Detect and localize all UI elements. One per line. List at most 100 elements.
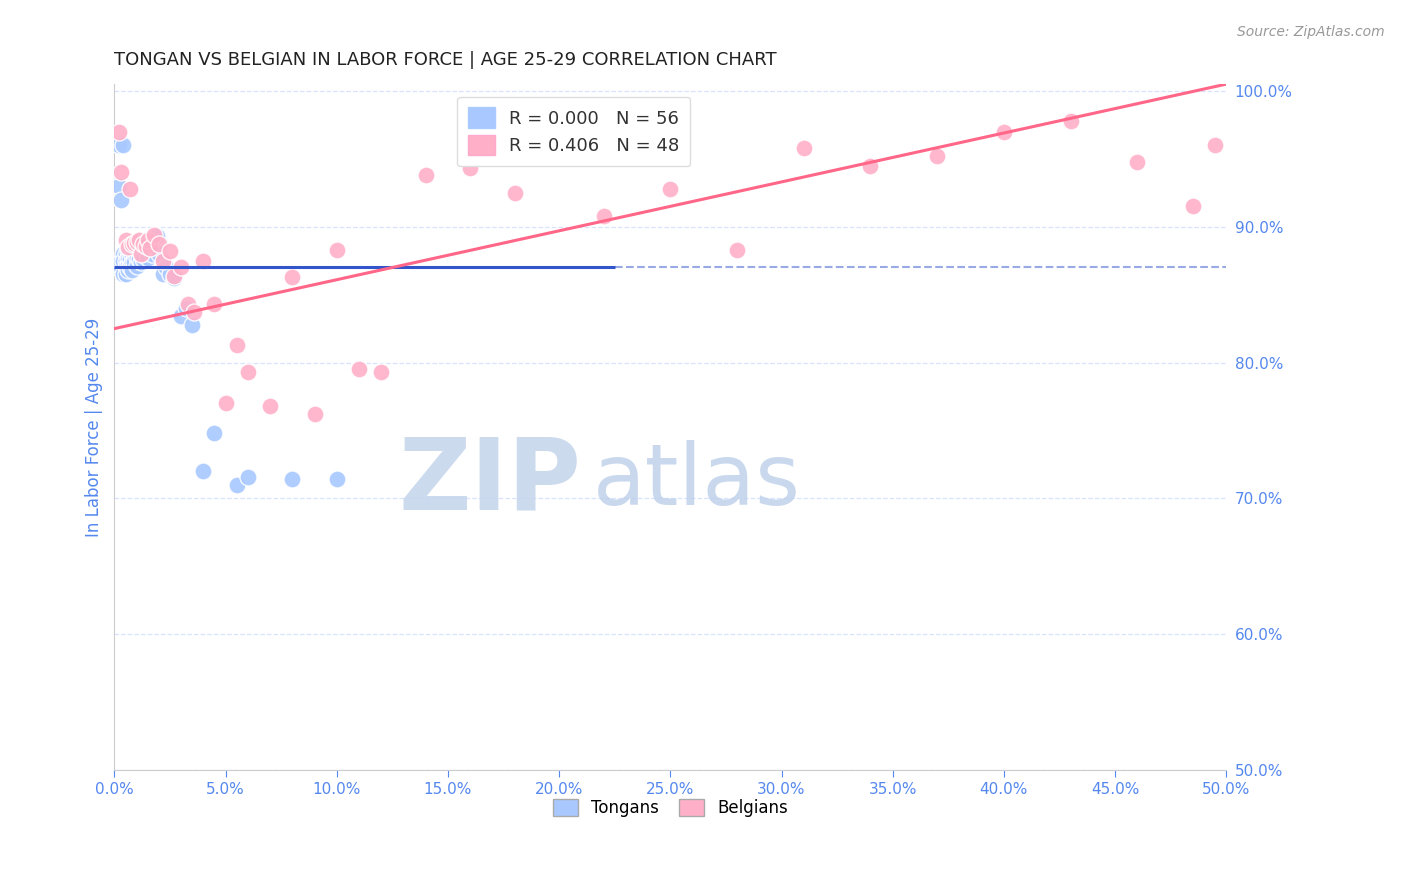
- Point: [592, 209, 614, 223]
- Point: [225, 477, 247, 491]
- Point: [177, 297, 200, 311]
- Point: [1204, 138, 1226, 153]
- Point: [125, 250, 148, 264]
- Point: [415, 168, 437, 182]
- Point: [125, 259, 148, 273]
- Point: [181, 318, 204, 332]
- Point: [204, 426, 226, 441]
- Point: [110, 165, 132, 179]
- Point: [112, 253, 135, 268]
- Point: [117, 244, 139, 259]
- Point: [281, 270, 304, 285]
- Point: [659, 182, 682, 196]
- Point: [163, 268, 186, 283]
- Point: [121, 237, 143, 252]
- Point: [132, 247, 155, 261]
- Point: [118, 260, 141, 275]
- Point: [304, 407, 326, 421]
- Point: [118, 252, 141, 267]
- Point: [114, 253, 136, 268]
- Point: [118, 182, 141, 196]
- Point: [143, 227, 166, 242]
- Point: [214, 396, 236, 410]
- Point: [121, 248, 143, 262]
- Point: [859, 159, 882, 173]
- Point: [128, 233, 150, 247]
- Point: [458, 161, 481, 176]
- Point: [114, 247, 136, 261]
- Point: [347, 362, 370, 376]
- Point: [326, 243, 349, 257]
- Point: [124, 247, 146, 261]
- Point: [1059, 113, 1081, 128]
- Point: [163, 271, 186, 285]
- Point: [121, 256, 143, 270]
- Point: [117, 259, 139, 273]
- Point: [193, 464, 215, 478]
- Point: [118, 243, 141, 257]
- Point: [110, 260, 132, 275]
- Point: [110, 193, 132, 207]
- Point: [193, 253, 215, 268]
- Point: [281, 472, 304, 486]
- Point: [136, 242, 159, 256]
- Point: [259, 399, 281, 413]
- Point: [117, 263, 139, 277]
- Text: atlas: atlas: [592, 441, 800, 524]
- Point: [129, 247, 152, 261]
- Point: [135, 239, 157, 253]
- Point: [108, 138, 131, 153]
- Point: [204, 297, 226, 311]
- Point: [503, 186, 526, 200]
- Point: [114, 233, 136, 247]
- Point: [148, 247, 170, 261]
- Point: [159, 267, 181, 281]
- Point: [548, 125, 571, 139]
- Point: [148, 237, 170, 252]
- Point: [170, 310, 193, 324]
- Y-axis label: In Labor Force | Age 25-29: In Labor Force | Age 25-29: [86, 318, 103, 537]
- Point: [370, 365, 392, 379]
- Text: ZIP: ZIP: [398, 434, 582, 531]
- Point: [124, 255, 146, 269]
- Point: [114, 267, 136, 281]
- Point: [793, 141, 815, 155]
- Point: [136, 251, 159, 265]
- Point: [129, 255, 152, 269]
- Point: [112, 267, 135, 281]
- Point: [170, 260, 193, 275]
- Point: [143, 237, 166, 252]
- Point: [183, 305, 205, 319]
- Point: [152, 267, 174, 281]
- Point: [108, 179, 131, 194]
- Point: [139, 240, 162, 254]
- Point: [125, 235, 148, 249]
- Point: [121, 263, 143, 277]
- Point: [112, 247, 135, 261]
- Point: [132, 237, 155, 252]
- Point: [125, 240, 148, 254]
- Point: [124, 235, 146, 250]
- Point: [155, 260, 177, 275]
- Point: [993, 125, 1015, 139]
- Point: [117, 252, 139, 267]
- Point: [1126, 154, 1149, 169]
- Point: [129, 247, 152, 261]
- Point: [326, 472, 349, 486]
- Point: [105, 260, 128, 275]
- Point: [236, 365, 259, 379]
- Point: [112, 138, 135, 153]
- Text: Source: ZipAtlas.com: Source: ZipAtlas.com: [1237, 25, 1385, 39]
- Point: [135, 244, 157, 259]
- Point: [236, 469, 259, 483]
- Point: [145, 229, 167, 244]
- Point: [136, 233, 159, 247]
- Point: [141, 247, 163, 261]
- Point: [152, 253, 174, 268]
- Legend: Tongans, Belgians: Tongans, Belgians: [546, 792, 794, 823]
- Point: [725, 243, 748, 257]
- Point: [117, 240, 139, 254]
- Point: [139, 242, 162, 256]
- Point: [174, 301, 197, 316]
- Point: [114, 260, 136, 275]
